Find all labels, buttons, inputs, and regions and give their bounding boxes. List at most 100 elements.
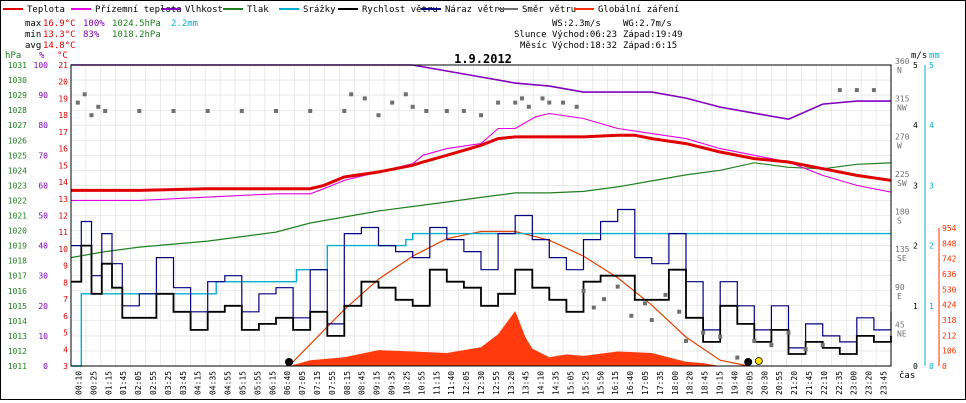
wind-dir-point: [171, 109, 176, 113]
pct-tick: 30: [38, 272, 48, 281]
dir-tick-deg: 180: [895, 208, 910, 217]
hpa-tick: 1024: [8, 166, 27, 175]
hpa-tick: 1027: [8, 121, 27, 130]
moonrise-time: Východ:18:32: [552, 41, 617, 51]
wind-dir-point: [362, 96, 367, 101]
x-tick-label: 15:50: [596, 371, 605, 395]
wind-dir-point: [205, 109, 210, 113]
x-tick-label: 09:15: [373, 371, 382, 395]
ground-temp-line: [71, 112, 892, 201]
hpa-tick: 1031: [8, 61, 27, 70]
wind-dir-point: [82, 92, 87, 97]
wind-dir-point: [663, 292, 668, 297]
x-tick-label: 11:40: [447, 371, 456, 395]
wind-dir-point: [461, 109, 466, 113]
x-tick-label: 17:05: [641, 371, 650, 395]
hpa-tick: 1021: [8, 212, 27, 221]
hpa-tick: 1028: [8, 106, 27, 115]
min-label: min: [25, 30, 41, 40]
sun-moon-markers: [285, 357, 763, 366]
x-tick-label: 04:15: [194, 371, 203, 395]
x-tick-label: 12:05: [462, 371, 471, 395]
dir-tick-name: NE: [897, 329, 907, 338]
temp-tick: 5: [63, 329, 68, 338]
rain-tick: 1: [929, 302, 934, 311]
wind-dir-point: [718, 334, 723, 339]
wind-dir-point: [615, 284, 620, 289]
temp-tick: 3: [63, 362, 68, 371]
wind-dir-point: [752, 338, 757, 343]
x-tick-label: 07:05: [298, 371, 307, 395]
x-tick-label: 23:00: [850, 371, 859, 395]
rain-tick: 4: [929, 121, 934, 130]
hpa-tick: 1030: [8, 76, 27, 85]
x-tick-label: 05:55: [253, 371, 262, 395]
temp-tick: 11: [58, 228, 68, 237]
x-tick-label: 16:15: [611, 371, 620, 395]
wind-dir-point: [137, 109, 142, 113]
wg-value: WG:2.7m/s: [623, 19, 672, 29]
x-tick-label: 16:40: [626, 371, 635, 395]
wind-dir-point: [820, 343, 825, 348]
dir-tick-name: SW: [897, 179, 907, 188]
min-hum: 83%: [83, 30, 100, 40]
x-tick-label: 11:15: [432, 371, 441, 395]
temp-tick: 18: [58, 111, 68, 120]
wind-dir-point: [424, 109, 429, 113]
wind-dir-point: [871, 88, 876, 93]
sun-label: Slunce: [514, 30, 547, 40]
temp-tick: 12: [58, 212, 68, 221]
x-tick-label: 01:45: [119, 371, 128, 395]
sunset-time: Západ:19:49: [623, 30, 683, 40]
x-tick-label: 23:45: [880, 371, 889, 395]
wind-dir-point: [308, 109, 313, 113]
wind-dir-point: [103, 109, 108, 113]
temperature-line: [71, 133, 892, 192]
dir-tick-name: W: [897, 141, 902, 150]
wind-dir-point: [649, 318, 654, 322]
pct-tick: 0: [43, 362, 48, 371]
wind-dir-point: [520, 96, 524, 101]
x-tick-label: 09:35: [388, 371, 397, 395]
moonrise-marker: [754, 357, 763, 365]
x-tick-label: 14:10: [537, 371, 546, 395]
rain-unit-label: mm: [929, 51, 940, 61]
dir-tick-deg: 90: [895, 283, 905, 292]
x-unit-label: čas: [899, 370, 915, 381]
dir-tick-deg: 135: [895, 245, 910, 254]
wind-dir-point: [410, 104, 415, 109]
wind-dir-point: [342, 109, 347, 113]
dir-tick-deg: 315: [895, 95, 910, 104]
wind-dir-point: [786, 330, 791, 335]
ws-value: WS:2.3m/s: [552, 19, 601, 29]
sunrise-time: Východ:06:23: [552, 30, 617, 40]
x-tick-label: 07:15: [313, 371, 322, 395]
pct-tick: 80: [38, 121, 48, 130]
plot-border: [70, 64, 892, 367]
x-tick-label: 01:15: [104, 371, 113, 395]
x-tick-label: 14:35: [552, 371, 561, 395]
wind-dir-point: [803, 347, 808, 352]
x-tick-label: 03:25: [164, 371, 173, 395]
temp-tick: 19: [58, 94, 68, 103]
x-tick-label: 13:45: [522, 371, 531, 395]
sunset-marker: [744, 358, 753, 366]
dir-tick-deg: 360: [895, 57, 910, 66]
legend-label: Rychlost větru: [362, 5, 438, 15]
x-tick-label: 18:45: [701, 371, 710, 395]
x-tick-label: 00:10: [74, 371, 83, 395]
wind-gust-line: [71, 208, 892, 349]
hpa-tick: 1012: [8, 347, 27, 356]
legend-label: Vlhkost: [185, 5, 223, 15]
wind-unit-label: m/s: [911, 51, 927, 61]
wind-dir-point: [376, 113, 381, 118]
legend-label: Náraz větru: [445, 5, 505, 15]
pct-tick: 60: [38, 181, 48, 190]
rad-tick: 954: [942, 224, 957, 233]
dir-tick-name: S: [897, 217, 902, 226]
hpa-tick: 1017: [8, 272, 27, 281]
wind-dir-point: [769, 343, 774, 348]
pct-tick: 100: [34, 61, 49, 70]
wind-tick: 4: [913, 121, 918, 130]
